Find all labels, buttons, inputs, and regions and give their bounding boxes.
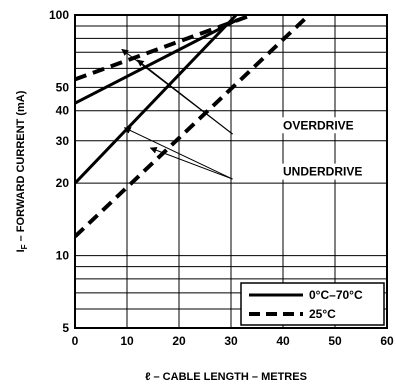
annotation-arrow-1-0 bbox=[123, 127, 233, 180]
plot-frame bbox=[74, 14, 388, 329]
y-tick-label-2: 20 bbox=[56, 176, 70, 190]
annotations: OVERDRIVE UNDERDRIVE bbox=[121, 48, 366, 180]
x-axis-title: ℓ – CABLE LENGTH – METRES bbox=[145, 371, 307, 383]
series-line-2 bbox=[75, 15, 238, 185]
annotation-label-1: UNDERDRIVE bbox=[283, 165, 362, 179]
series-line-3 bbox=[75, 15, 311, 238]
legend-box bbox=[240, 282, 385, 326]
legend-label-1: 25°C bbox=[309, 307, 336, 321]
x-tick-label-5: 50 bbox=[328, 334, 342, 348]
x-tick-label-6: 60 bbox=[380, 334, 394, 348]
annotation-bg-0 bbox=[280, 117, 358, 134]
x-tick-label-4: 40 bbox=[276, 334, 290, 348]
y-tick-label-0: 5 bbox=[62, 321, 69, 335]
x-tick-label-3: 30 bbox=[224, 334, 238, 348]
y-axis-title: IF – FORWARD CURRENT (mA) bbox=[15, 90, 29, 252]
y-tick-label-1: 10 bbox=[56, 249, 70, 263]
y-tick-label-6: 100 bbox=[49, 8, 69, 22]
series-line-0 bbox=[75, 19, 237, 105]
y-axis-title-prefix: I bbox=[15, 249, 27, 252]
y-axis-title-subscript: F bbox=[20, 244, 29, 249]
annotation-bg-1 bbox=[280, 163, 366, 180]
y-tick-label-4: 40 bbox=[56, 104, 70, 118]
axes bbox=[74, 14, 388, 329]
x-tick-label-0: 0 bbox=[72, 334, 79, 348]
annotation-arrow-1-1 bbox=[149, 146, 233, 180]
x-tick-label-2: 20 bbox=[172, 334, 186, 348]
series-line-1 bbox=[75, 15, 253, 82]
axis-labels: 0 10 20 30 40 50 60 5 10 20 30 40 50 100 ℓ – CABLE LEN… bbox=[15, 8, 394, 383]
y-tick-label-5: 50 bbox=[56, 80, 70, 94]
legend-label-0: 0°C–70°C bbox=[309, 288, 363, 302]
legend: 0°C–70°C 25°C bbox=[240, 282, 385, 326]
annotation-label-0: OVERDRIVE bbox=[283, 118, 354, 132]
y-axis-title-suffix: – FORWARD CURRENT (mA) bbox=[15, 90, 27, 244]
series-lines bbox=[75, 15, 311, 238]
annotation-arrow-0-1 bbox=[136, 59, 233, 135]
x-tick-label-1: 10 bbox=[120, 334, 134, 348]
y-tick-label-3: 30 bbox=[56, 134, 70, 148]
